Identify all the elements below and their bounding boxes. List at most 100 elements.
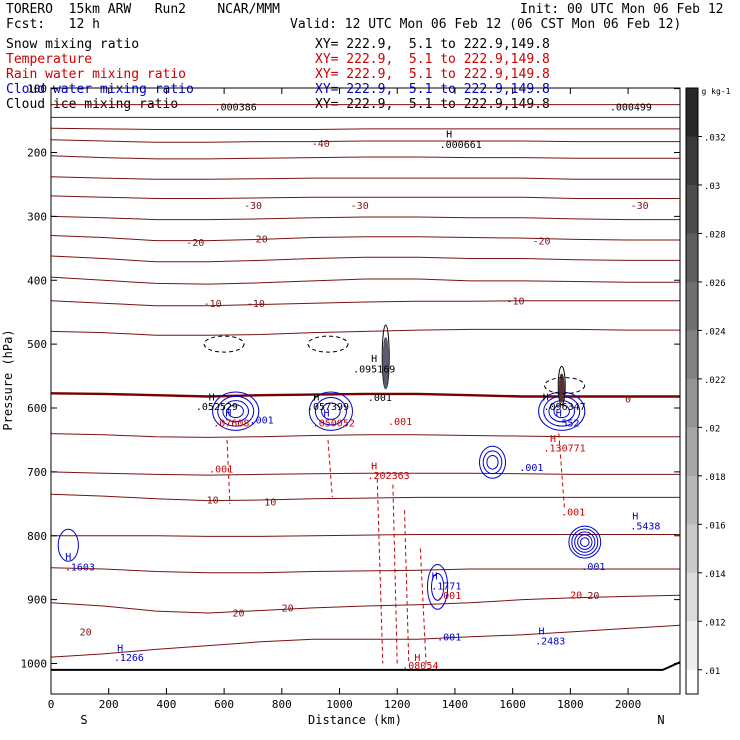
x-tick-label: 0 xyxy=(48,698,55,711)
rain-dashed-contour xyxy=(392,484,398,664)
extremum-label: H xyxy=(65,552,71,563)
mixing-ratio-contour xyxy=(212,391,260,431)
x-axis-label: Distance (km) xyxy=(308,713,402,727)
extremum-label: .001 xyxy=(250,416,274,427)
colorbar-swatch xyxy=(686,475,698,525)
header-title: TORERO 15km ARW Run2 NCAR/MMM xyxy=(6,2,280,17)
mixing-ratio-contour xyxy=(486,455,499,470)
isotherm-label: -30 xyxy=(244,201,262,212)
mixing-ratio-contour xyxy=(479,445,506,479)
y-tick-label: 400 xyxy=(27,274,47,287)
rain-dashed-contour xyxy=(558,433,566,511)
field-temperature-label: Temperature xyxy=(6,52,93,67)
y-tick-label: 300 xyxy=(27,210,47,223)
isotherm-line xyxy=(50,155,680,160)
ice-dashed-contour xyxy=(307,335,349,353)
x-tick-label: 400 xyxy=(156,698,176,711)
y-tick-label: 700 xyxy=(27,466,47,479)
colorbar-swatch xyxy=(686,88,698,137)
xy-line-cloud-water: XY= 222.9, 5.1 to 222.9,149.8 xyxy=(315,82,550,97)
isotherm-group xyxy=(50,104,681,658)
isotherm-label: 20 xyxy=(282,603,294,614)
extremum-label: H xyxy=(371,354,377,365)
extremum-label: .1603 xyxy=(65,562,95,573)
ice-dashed-contour xyxy=(544,377,586,395)
extremum-label: .08054 xyxy=(402,661,438,672)
colorbar-frame xyxy=(685,87,699,695)
y-tick-label: 800 xyxy=(27,530,47,543)
colorbar-swatch xyxy=(686,136,698,186)
extremum-label: .130771 xyxy=(544,444,586,455)
colorbar-swatch xyxy=(686,330,698,380)
y-tick-label: 200 xyxy=(27,147,47,160)
header-valid: Valid: 12 UTC Mon 06 Feb 12 (06 CST Mon … xyxy=(290,17,682,32)
isotherm-line xyxy=(50,624,681,658)
mixing-ratio-contour xyxy=(308,391,353,431)
axes: 0 200 400 600 800 1000 1200 1400 1600 1800 2000100… xyxy=(21,83,681,711)
isotherm-line xyxy=(50,328,680,336)
y-axis-label: Pressure (hPa) xyxy=(1,329,15,430)
colorbar-swatch xyxy=(686,378,698,428)
contour-labels: -40 -30 -30 -30 -20 -20 -20 -10 -10 -10 0 10 10 20 20 2… xyxy=(65,103,661,672)
field-cloud-water-label: Cloud water mixing ratio xyxy=(6,82,194,97)
isotherm-line xyxy=(50,235,680,242)
extremum-label: .552 xyxy=(555,419,579,430)
isotherm-line xyxy=(50,493,680,502)
colorbar-tick-label: .028 xyxy=(704,230,726,240)
mixing-ratio-contour xyxy=(557,365,566,406)
y-tick-label: 1000 xyxy=(21,658,48,671)
plot-frame xyxy=(50,87,681,695)
xy-line-snow: XY= 222.9, 5.1 to 222.9,149.8 xyxy=(315,37,550,52)
extremum-label: .001 xyxy=(437,591,461,602)
extremum-label: .07608 xyxy=(213,419,249,430)
rain-dashed-contour xyxy=(226,439,231,504)
isotherm-label: -20 xyxy=(250,235,268,246)
field-rain-label: Rain water mixing ratio xyxy=(6,67,187,82)
extremum-label: .001 xyxy=(368,393,392,404)
isotherm-label: 20 xyxy=(80,628,92,639)
extremum-label: .050052 xyxy=(313,419,355,430)
colorbar-tick-label: .016 xyxy=(704,521,726,531)
isotherm-line xyxy=(50,567,680,574)
extremum-label: H xyxy=(117,644,123,655)
isotherm-line xyxy=(50,139,680,143)
isotherm-label: 0 xyxy=(625,394,631,405)
colorbar-swatch xyxy=(686,233,698,283)
isotherm-label: 20 xyxy=(587,591,599,602)
colorbar-unit: g kg-1 xyxy=(702,87,731,96)
extremum-label: .001 xyxy=(561,508,585,519)
mixing-ratio-contour xyxy=(577,534,593,550)
isotherm-label: -40 xyxy=(312,139,330,150)
isotherm-line xyxy=(50,176,680,180)
extremum-label: .001 xyxy=(437,633,461,644)
isotherm-line xyxy=(50,195,680,199)
x-tick-label: 1600 xyxy=(499,698,526,711)
mixing-ratio-contour xyxy=(427,564,449,610)
extremum-label: .2483 xyxy=(535,637,565,648)
ice-dashed-contour xyxy=(203,335,245,353)
x-tick-label: 1000 xyxy=(326,698,353,711)
extremum-label: .1771 xyxy=(431,582,461,593)
extremum-label: H xyxy=(556,409,562,420)
y-tick-label: 900 xyxy=(27,594,47,607)
isotherm-label: -30 xyxy=(631,201,649,212)
y-tick-label: 100 xyxy=(27,83,47,96)
isotherm-line xyxy=(50,392,680,398)
extremum-label: H xyxy=(225,409,231,420)
rain-dashed-contour xyxy=(376,471,384,664)
mixing-ratio-contour xyxy=(57,528,79,562)
isotherm-line xyxy=(50,594,681,614)
colorbar-swatch xyxy=(686,524,698,574)
mixing-ratio-contour xyxy=(580,537,590,547)
isotherm-line xyxy=(50,255,680,263)
x-end-label-north: N xyxy=(657,713,664,727)
colorbar-swatch xyxy=(686,185,698,234)
ground-surface-line xyxy=(51,661,681,671)
rain-dashed-contour xyxy=(327,439,333,498)
extremum-label: .000499 xyxy=(610,103,652,114)
mixing-ratio-contour xyxy=(314,397,347,426)
extremum-label: .000386 xyxy=(215,103,257,114)
extremum-label: H xyxy=(313,393,319,404)
isotherm-line xyxy=(50,127,680,130)
rain-dashed-contour xyxy=(419,548,427,664)
